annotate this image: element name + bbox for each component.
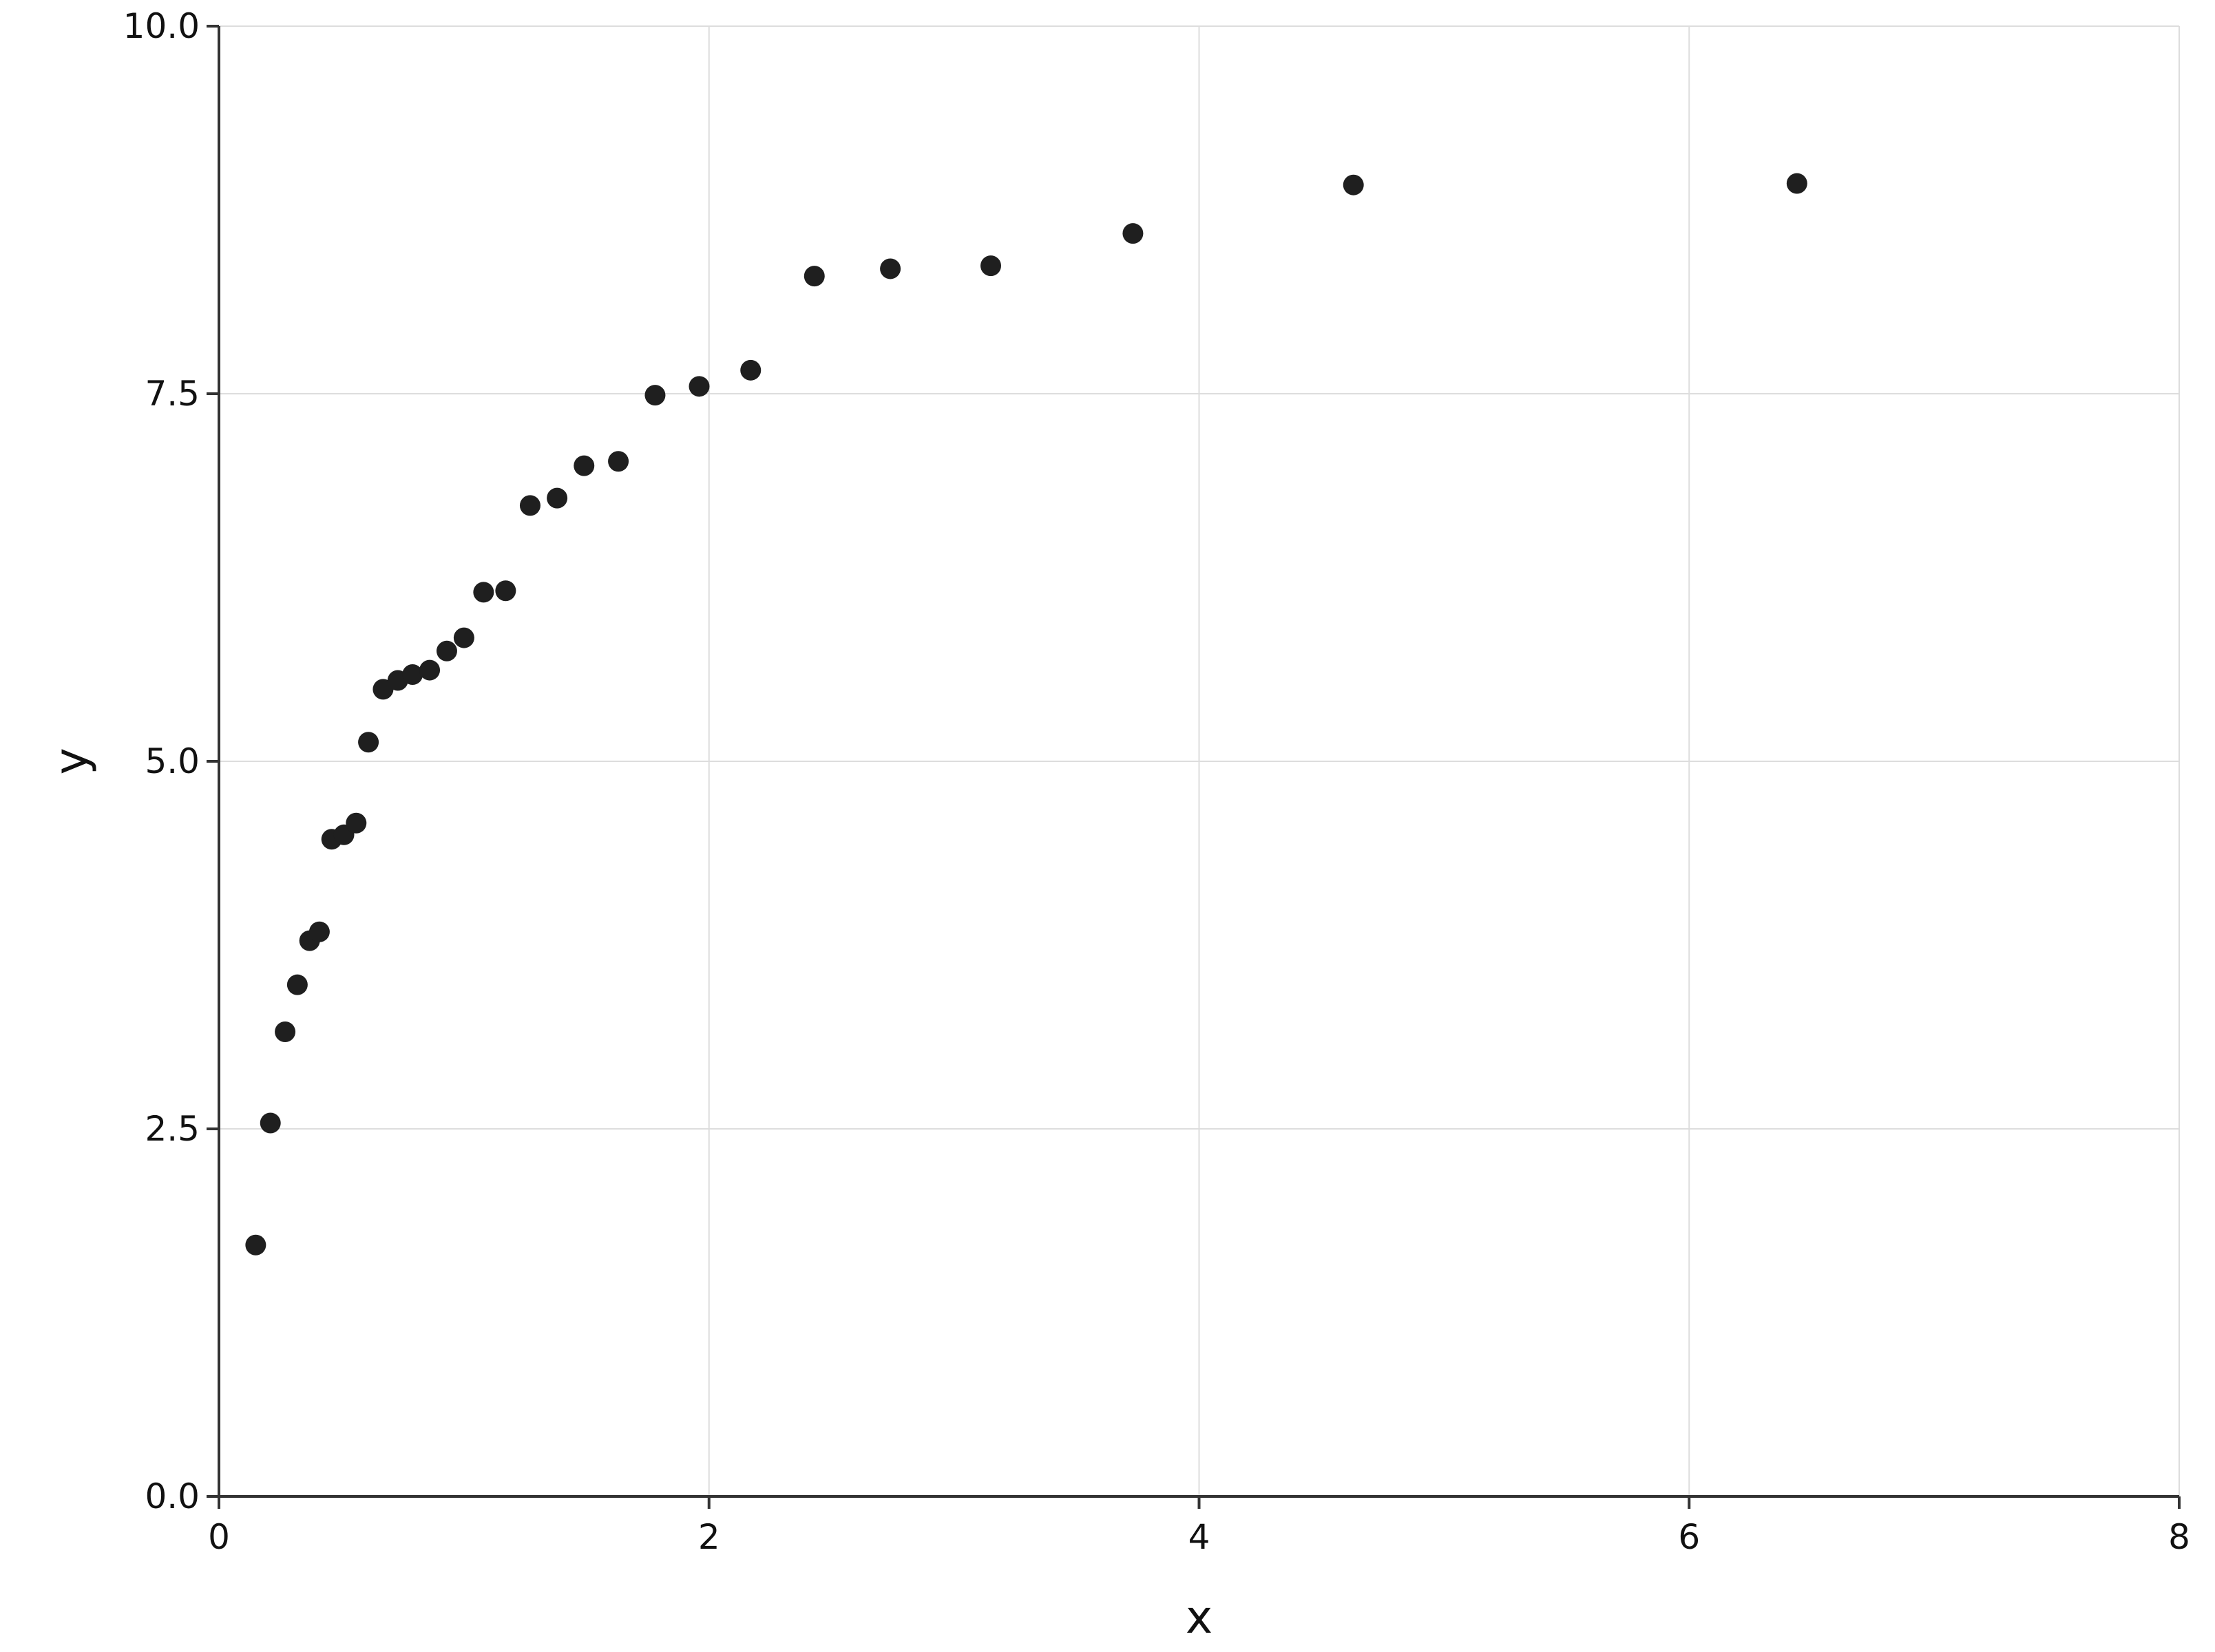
y-tick-label: 5.0 (145, 741, 200, 781)
data-point (608, 451, 629, 472)
x-tick-label: 4 (1188, 1517, 1210, 1557)
data-point (644, 385, 666, 406)
data-point (1786, 173, 1807, 194)
data-point (402, 664, 423, 685)
data-point (308, 921, 330, 942)
data-point (547, 487, 568, 509)
data-point (245, 1234, 266, 1256)
data-point (740, 359, 762, 381)
x-axis-title: x (1186, 1591, 1213, 1644)
data-point (419, 659, 441, 681)
x-tick-label: 0 (208, 1517, 230, 1557)
tick-marks (207, 25, 2181, 1509)
y-tick-label: 10.0 (123, 6, 200, 46)
x-tick-label: 2 (698, 1517, 720, 1557)
y-tick-label: 0.0 (145, 1476, 200, 1516)
data-point (453, 627, 474, 648)
data-point (346, 812, 367, 834)
data-point (804, 266, 825, 287)
data-point (1122, 223, 1144, 244)
data-point (358, 732, 379, 753)
data-points (245, 173, 1807, 1256)
data-point (495, 580, 516, 602)
data-point (880, 258, 901, 279)
tick-labels: 0 2 4 6 8 0.0 2.5 5.0 7.5 10.0 (123, 6, 2190, 1557)
y-axis-title: y (45, 748, 98, 774)
x-tick-label: 6 (1678, 1517, 1700, 1557)
data-point (574, 455, 595, 476)
data-point (260, 1112, 281, 1134)
data-point (286, 974, 308, 995)
data-point (980, 255, 1002, 277)
y-tick-label: 7.5 (145, 374, 200, 414)
data-point (1343, 174, 1364, 195)
data-point (519, 495, 540, 516)
data-point (436, 640, 457, 661)
x-tick-label: 8 (2168, 1517, 2190, 1557)
gridlines (219, 25, 2180, 1496)
data-point (275, 1021, 296, 1043)
y-tick-label: 2.5 (145, 1109, 200, 1149)
data-point (473, 582, 494, 603)
data-point (689, 376, 710, 397)
